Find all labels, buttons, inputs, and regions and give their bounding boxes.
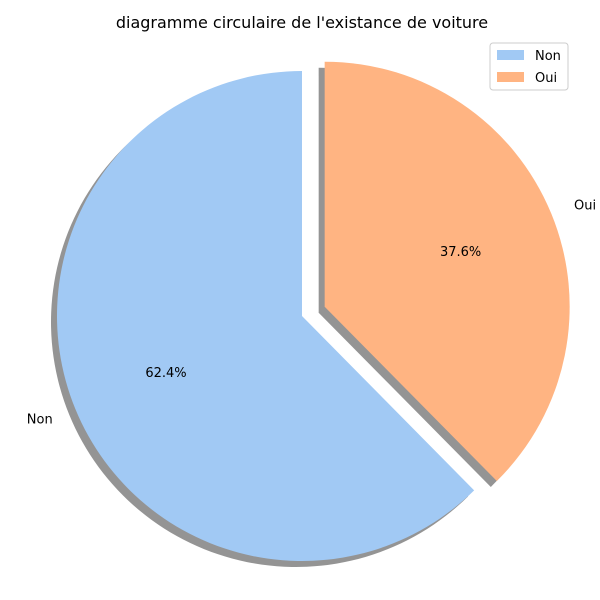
pie-slice-non <box>56 71 475 561</box>
chart-legend: Non Oui <box>489 42 569 91</box>
pie-labels: 62.4% Non 37.6% Oui <box>27 198 596 427</box>
pie-wedges <box>56 61 570 561</box>
legend-label-non: Non <box>535 49 561 64</box>
legend-swatch-oui <box>497 72 524 82</box>
legend-label-oui: Oui <box>535 71 557 86</box>
pie-category-label-non: Non <box>27 412 53 427</box>
pie-percent-label-oui: 37.6% <box>440 245 481 260</box>
pie-category-label-oui: Oui <box>574 198 596 213</box>
pie-slice-oui <box>324 61 570 482</box>
legend-swatch-non <box>497 50 524 60</box>
chart-title: diagramme circulaire de l'existance de v… <box>116 13 488 32</box>
pie-percent-label-non: 62.4% <box>145 366 186 381</box>
